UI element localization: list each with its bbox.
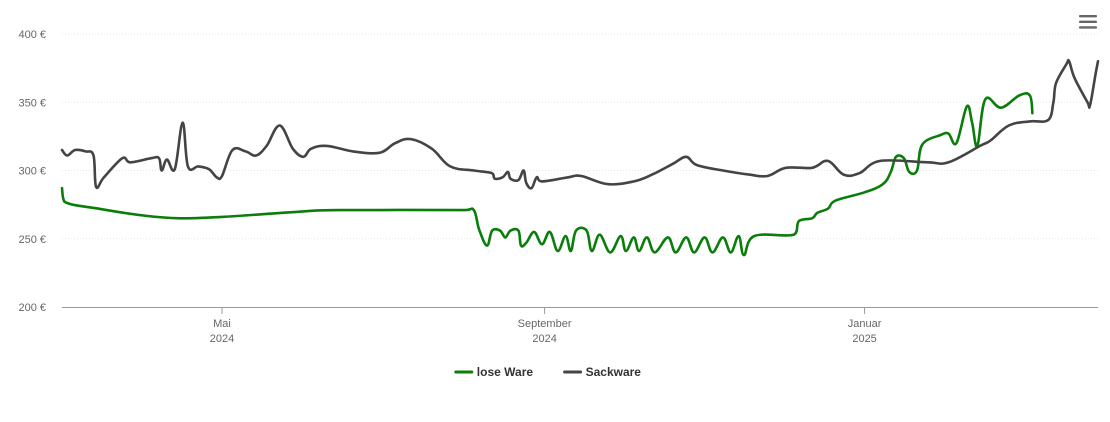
chart-menu-button[interactable] [1074,10,1102,34]
y-tick-label: 300 € [18,166,46,178]
legend-label: lose Ware [477,365,534,379]
y-tick-label: 200 € [18,302,46,314]
x-tick-year-label: 2024 [210,333,234,345]
series-line-sackware[interactable] [60,58,1100,190]
y-tick-label: 350 € [18,97,46,109]
x-tick-month-label: Januar [848,318,882,330]
x-tick-month-label: September [518,318,572,330]
legend-item-sackware[interactable]: Sackware [563,365,642,379]
y-tick-label: 250 € [18,234,46,246]
legend-label: Sackware [586,365,642,379]
legend-item-lose-ware[interactable]: lose Ware [454,365,534,379]
series-lines [60,58,1100,257]
series-line-lose-ware[interactable] [60,92,1034,257]
x-tick-year-label: 2024 [532,333,556,345]
y-tick-label: 400 € [18,29,46,41]
axes: 200 € 250 € 300 € 350 € 400 € Mai 2024 Septembe… [18,29,1098,345]
legend: lose Ware Sackware [454,365,642,379]
x-tick-month-label: Mai [213,318,231,330]
x-tick-year-label: 2025 [852,333,876,345]
hamburger-menu-icon [1079,15,1097,29]
grid-lines [62,33,1098,240]
